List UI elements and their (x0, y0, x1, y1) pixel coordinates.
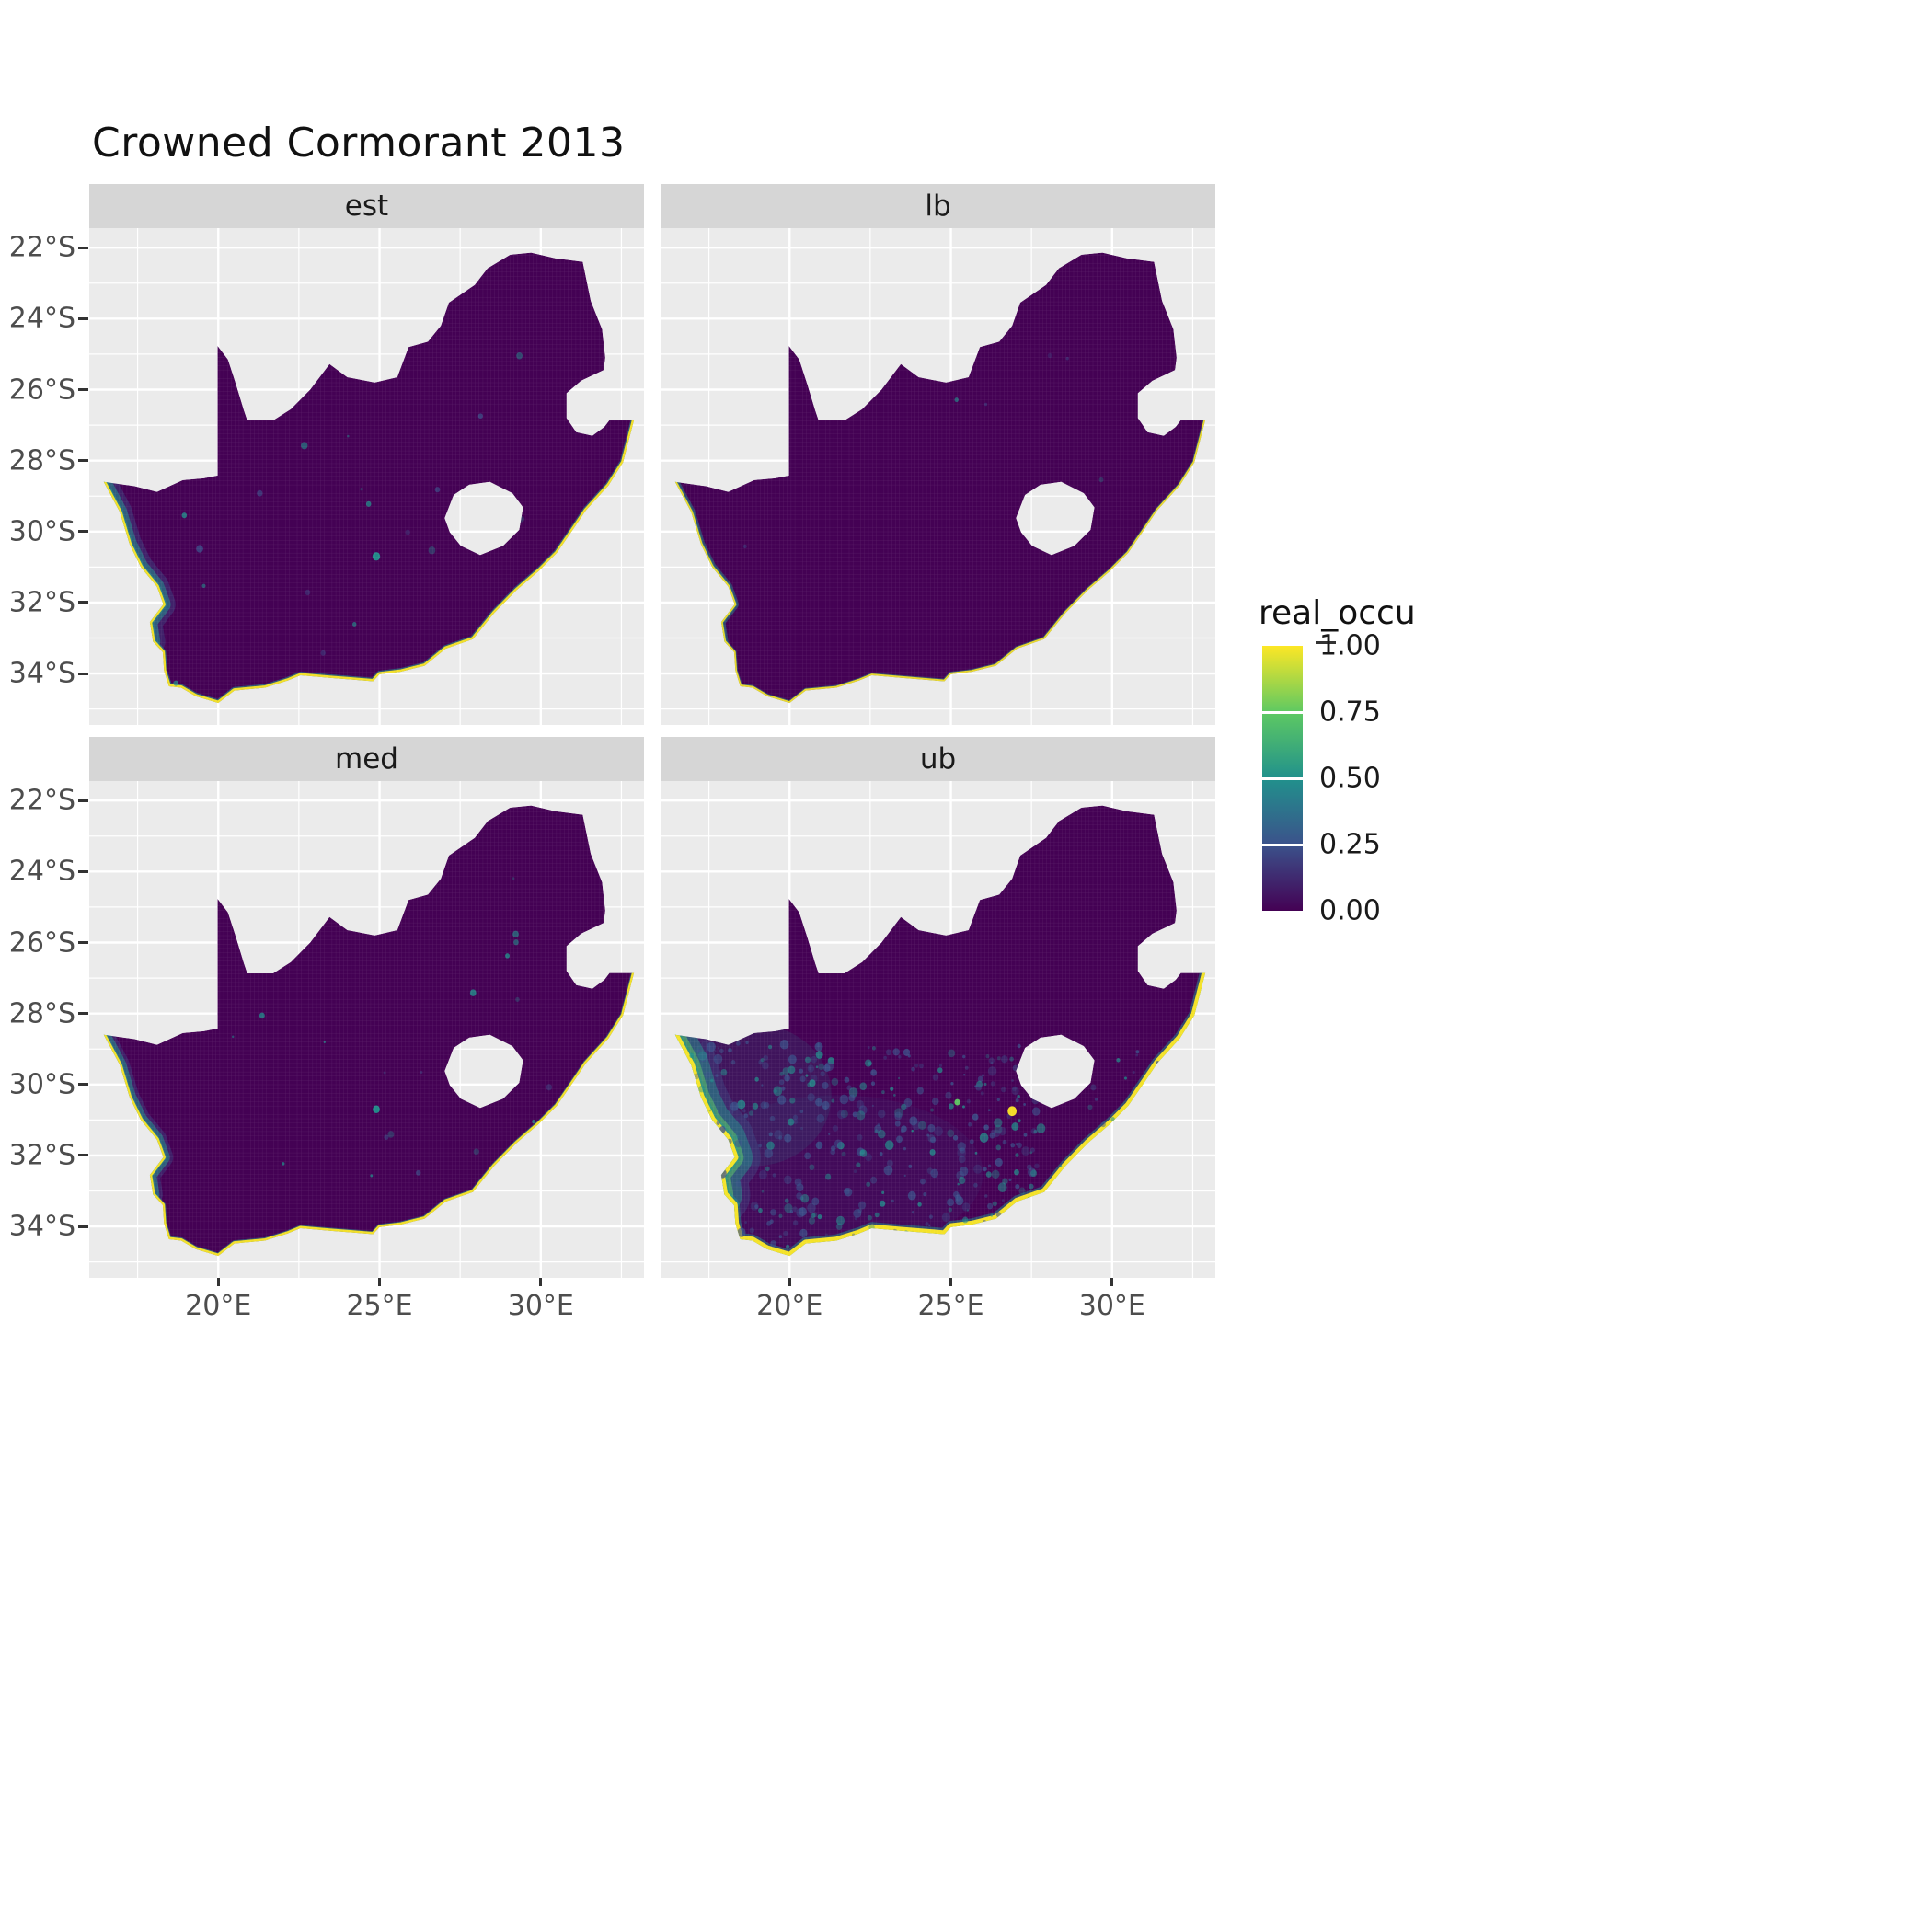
y-axis-tick-mark (78, 530, 88, 534)
y-axis-tick-mark (78, 388, 88, 391)
legend-title: real_occu (1259, 594, 1416, 632)
y-axis-tick-mark (78, 799, 88, 802)
legend-tick-mark (1262, 843, 1303, 846)
legend-tick-mark (1262, 710, 1303, 714)
y-axis-tick-label: 22°S (8, 231, 75, 264)
y-axis-tick-label: 26°S (8, 374, 75, 406)
y-axis-tick-mark (78, 1083, 88, 1087)
legend-tick-label: 0.25 (1319, 828, 1381, 861)
y-axis-tick-label: 26°S (8, 926, 75, 959)
x-axis-tick-mark (216, 1278, 220, 1286)
facet-strip-label: est (344, 190, 389, 223)
facet-strip-med: med (89, 737, 644, 781)
y-axis-tick-mark (78, 1154, 88, 1157)
x-axis-tick-mark (949, 1278, 953, 1286)
facet-panel-est (89, 228, 644, 725)
x-axis-tick-label: 20°E (756, 1290, 823, 1322)
facet-map-est (89, 228, 644, 725)
y-axis-tick-mark (78, 459, 88, 463)
x-axis-tick-mark (539, 1278, 543, 1286)
facet-strip-lb: lb (661, 184, 1215, 228)
y-axis-tick-mark (78, 246, 88, 249)
y-axis-tick-label: 22°S (8, 784, 75, 817)
y-axis-tick-label: 34°S (8, 657, 75, 690)
y-axis-tick-mark (78, 316, 88, 320)
facet-panel-lb (661, 228, 1215, 725)
y-axis-tick-label: 32°S (8, 586, 75, 619)
country-raster (674, 805, 1206, 1257)
y-axis-tick-mark (78, 601, 88, 604)
y-axis-tick-mark (78, 1225, 88, 1228)
y-axis-tick-mark (78, 672, 88, 675)
facet-panel-ub (661, 781, 1215, 1278)
y-axis-tick-mark (78, 1012, 88, 1016)
y-axis-tick-mark (78, 941, 88, 944)
y-axis-tick-label: 30°S (8, 1068, 75, 1101)
legend-tick-label: 0.50 (1319, 762, 1381, 795)
plot-title: Crowned Cormorant 2013 (92, 120, 626, 167)
x-axis-tick-mark (788, 1278, 791, 1286)
y-axis-tick-mark (78, 869, 88, 873)
y-axis-tick-label: 30°S (8, 515, 75, 548)
y-axis-tick-label: 28°S (8, 444, 75, 477)
x-axis-tick-label: 20°E (185, 1290, 252, 1322)
x-axis-tick-mark (1110, 1278, 1114, 1286)
y-axis-tick-label: 28°S (8, 997, 75, 1030)
x-axis-tick-label: 25°E (346, 1290, 413, 1322)
x-axis-tick-mark (378, 1278, 382, 1286)
x-axis-tick-label: 30°E (1078, 1290, 1145, 1322)
x-axis-tick-label: 25°E (917, 1290, 984, 1322)
country-raster (103, 252, 635, 704)
country-raster (103, 805, 635, 1257)
facet-panel-med (89, 781, 644, 1278)
facet-strip-label: lb (925, 190, 951, 223)
legend-top-tick (1316, 641, 1336, 644)
legend-tick-mark (1262, 776, 1303, 780)
y-axis-tick-label: 32°S (8, 1139, 75, 1172)
country-raster (674, 252, 1206, 704)
x-axis-tick-label: 30°E (507, 1290, 574, 1322)
y-axis-tick-label: 24°S (8, 302, 75, 335)
facet-map-lb (661, 228, 1215, 725)
facet-map-med (89, 781, 644, 1278)
legend-tick-label: 0.75 (1319, 696, 1381, 729)
facet-strip-label: med (335, 742, 398, 776)
y-axis-tick-label: 34°S (8, 1210, 75, 1243)
legend-tick-label: 1.00 (1319, 629, 1381, 662)
facet-strip-ub: ub (661, 737, 1215, 781)
facet-strip-est: est (89, 184, 644, 228)
legend-tick-label: 0.00 (1319, 894, 1381, 927)
facet-map-ub (661, 781, 1215, 1278)
facet-strip-label: ub (919, 742, 957, 776)
y-axis-tick-label: 24°S (8, 855, 75, 888)
